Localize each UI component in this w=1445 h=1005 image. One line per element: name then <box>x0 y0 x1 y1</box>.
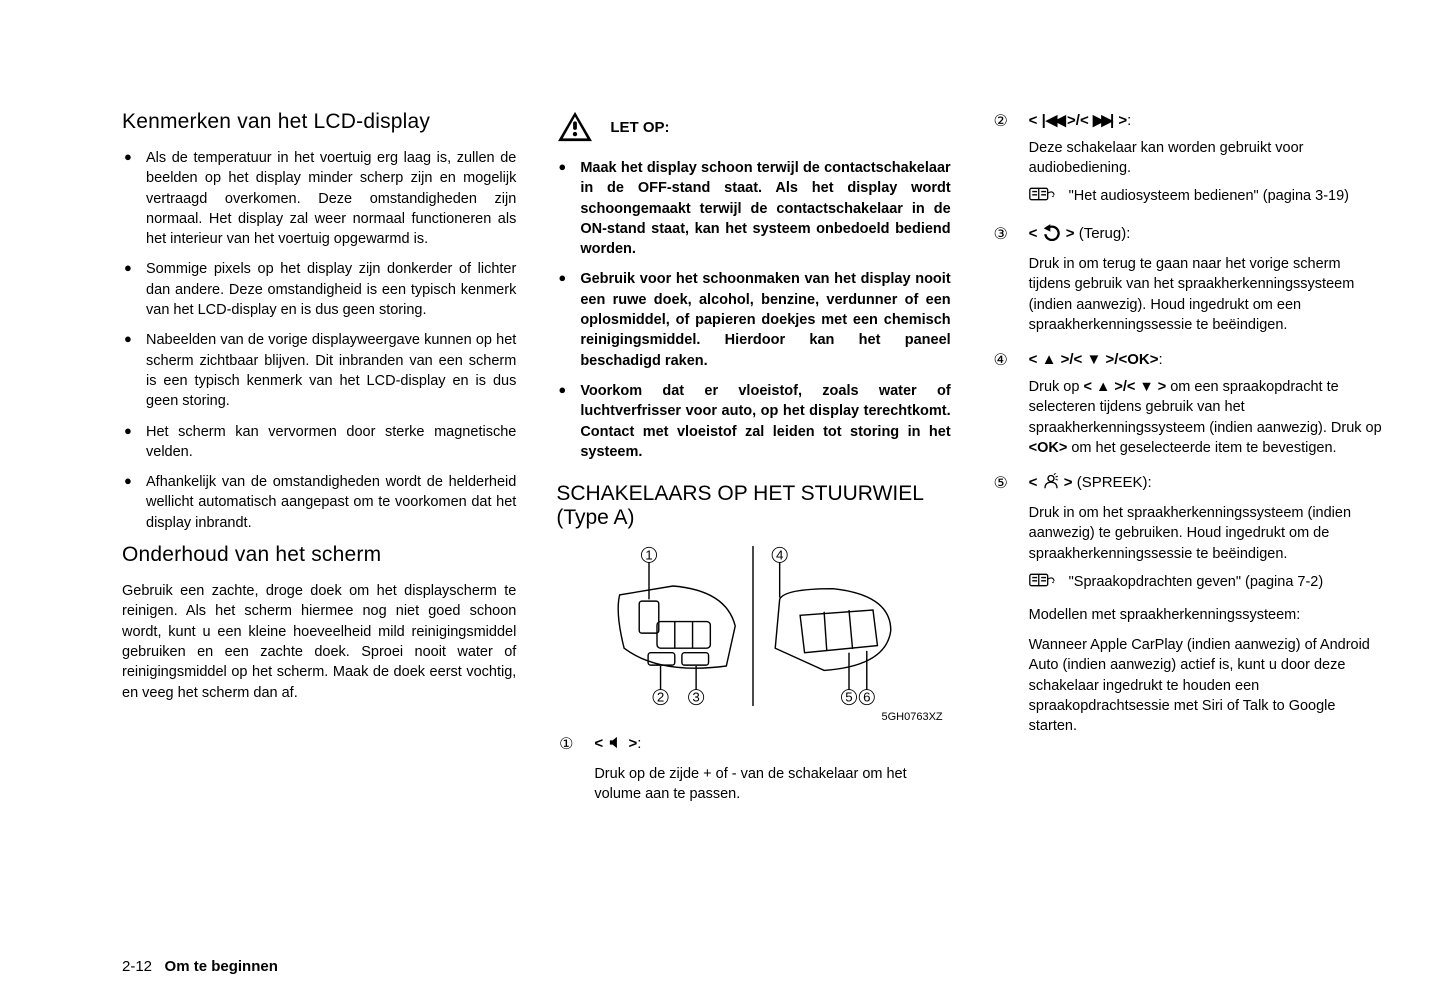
down-icon: ▼ <box>1139 379 1153 395</box>
list-item: Het scherm kan vervormen door sterke mag… <box>122 422 516 463</box>
figure-code: 5GH0763XZ <box>556 711 950 723</box>
switch-2-body: Deze schakelaar kan worden gebruikt voor… <box>1029 138 1385 179</box>
circled-4: ④ <box>991 349 1011 372</box>
svg-text:6: 6 <box>864 690 871 705</box>
circled-3: ③ <box>991 223 1011 246</box>
attention-header: LET OP: <box>556 110 950 144</box>
switch-item-4: ④ < ▲ >/< ▼ >/<OK>: Druk op < ▲ >/< ▼ > … <box>991 349 1385 458</box>
switch-item-3: ③ < > (Terug): Druk in om terug te gaan … <box>991 223 1385 335</box>
warning-icon <box>556 110 594 144</box>
circled-5: ⑤ <box>991 472 1011 495</box>
down-icon: ▼ <box>1086 351 1101 368</box>
circled-1: ① <box>556 733 576 756</box>
switch-4-text-c: om het geselecteerde item te bevestigen. <box>1067 440 1336 456</box>
list-item: Nabeelden van de vorige displayweergave … <box>122 330 516 411</box>
column-2: LET OP: Maak het display schoon terwijl … <box>556 110 950 934</box>
switch-4-body: Druk op < ▲ >/< ▼ > om een spraakopdrach… <box>1029 377 1385 458</box>
svg-text:3: 3 <box>693 690 700 705</box>
switch-2-head: < |◀◀ >/< ▶▶| >: <box>1029 110 1385 132</box>
list-item: Sommige pixels op het display zijn donke… <box>122 259 516 320</box>
svg-text:5: 5 <box>846 690 853 705</box>
ok-label: <OK> <box>1029 440 1068 456</box>
attention-label: LET OP: <box>610 119 669 136</box>
svg-text:4: 4 <box>776 547 784 562</box>
page-footer: 2-12 Om te beginnen <box>122 934 1385 975</box>
list-item: Maak het display schoon terwijl de conta… <box>556 158 950 259</box>
up-icon: ▲ <box>1096 379 1110 395</box>
switch-5-ref-text: "Spraakopdrachten geven" (pagina 7-2) <box>1069 572 1324 595</box>
lcd-features-list: Als de temperatuur in het voertuig erg l… <box>122 148 516 533</box>
reference-icon <box>1029 572 1055 595</box>
heading-maintenance: Onderhoud van het scherm <box>122 543 516 567</box>
switch-4-head: < ▲ >/< ▼ >/<OK>: <box>1029 349 1385 371</box>
switch-4-text-a: Druk op <box>1029 379 1084 395</box>
reference-icon <box>1029 186 1055 209</box>
circled-2: ② <box>991 110 1011 133</box>
steering-wheel-illustration: 1 4 2 3 5 6 <box>593 546 913 706</box>
maintenance-paragraph: Gebruik een zachte, droge doek om het di… <box>122 581 516 703</box>
list-item: Voorkom dat er vloeistof, zoals water of… <box>556 381 950 462</box>
switch-3-suffix: (Terug): <box>1075 225 1131 242</box>
page-number: 2-12 <box>122 958 152 975</box>
list-item: Gebruik voor het schoonmaken van het dis… <box>556 269 950 370</box>
back-icon <box>1042 224 1062 248</box>
speak-icon <box>1042 473 1060 497</box>
switch-1-body: Druk op de zijde + of - van de schakelaa… <box>594 764 950 805</box>
heading-lcd-features: Kenmerken van het LCD-display <box>122 110 516 134</box>
column-1: Kenmerken van het LCD-display Als de tem… <box>122 110 516 934</box>
switch-3-head: < > (Terug): <box>1029 223 1385 248</box>
switch-5-ref: "Spraakopdrachten geven" (pagina 7-2) <box>1029 572 1385 595</box>
heading-steering-switches: SCHAKELAARS OP HET STUURWIEL (Type A) <box>556 482 950 530</box>
switch-5-body: Druk in om het spraakherkenningssysteem … <box>1029 503 1385 564</box>
switch-1-head: < >: <box>594 733 950 758</box>
svg-text:1: 1 <box>646 547 653 562</box>
switch-5-suffix: (SPREEK): <box>1073 474 1152 491</box>
switch-2-ref-text: "Het audiosysteem bedienen" (pagina 3-19… <box>1069 186 1349 209</box>
attention-list: Maak het display schoon terwijl de conta… <box>556 158 950 462</box>
switch-2-ref: "Het audiosysteem bedienen" (pagina 3-19… <box>1029 186 1385 209</box>
volume-icon <box>607 734 624 758</box>
switch-item-5: ⑤ < > (SPREEK): Druk in om het spraakher… <box>991 472 1385 736</box>
columns: Kenmerken van het LCD-display Als de tem… <box>122 110 1385 934</box>
switch-item-2: ② < |◀◀ >/< ▶▶| >: Deze schakelaar kan w… <box>991 110 1385 209</box>
column-3: ② < |◀◀ >/< ▶▶| >: Deze schakelaar kan w… <box>991 110 1385 934</box>
svg-text:2: 2 <box>657 690 664 705</box>
steering-wheel-figure: 1 4 2 3 5 6 5GH0763XZ <box>556 546 950 723</box>
switch-item-1: ① < >: Druk op de zijde + of - van de sc… <box>556 733 950 804</box>
switch-list-col3: ② < |◀◀ >/< ▶▶| >: Deze schakelaar kan w… <box>991 110 1385 737</box>
list-item: Als de temperatuur in het voertuig erg l… <box>122 148 516 249</box>
switch-5-p2: Modellen met spraakherkenningssysteem: <box>1029 605 1385 625</box>
page: Kenmerken van het LCD-display Als de tem… <box>0 0 1445 1005</box>
switch-3-body: Druk in om terug te gaan naar het vorige… <box>1029 254 1385 335</box>
switch-list-col2: ① < >: Druk op de zijde + of - van de sc… <box>556 733 950 804</box>
up-icon: ▲ <box>1042 351 1057 368</box>
switch-5-head: < > (SPREEK): <box>1029 472 1385 497</box>
list-item: Afhankelijk van de omstandigheden wordt … <box>122 472 516 533</box>
chapter-title: Om te beginnen <box>165 958 278 975</box>
switch-5-p3: Wanneer Apple CarPlay (indien aanwezig) … <box>1029 635 1385 736</box>
